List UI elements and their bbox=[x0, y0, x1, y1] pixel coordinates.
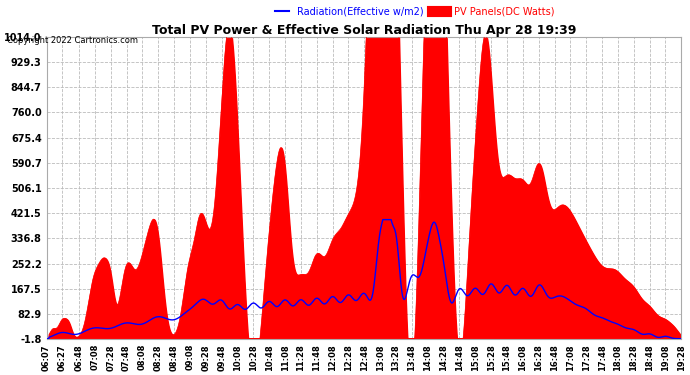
Legend: Radiation(Effective w/m2), PV Panels(DC Watts): Radiation(Effective w/m2), PV Panels(DC … bbox=[271, 2, 558, 20]
Text: Copyright 2022 Cartronics.com: Copyright 2022 Cartronics.com bbox=[7, 36, 138, 45]
Title: Total PV Power & Effective Solar Radiation Thu Apr 28 19:39: Total PV Power & Effective Solar Radiati… bbox=[152, 24, 576, 37]
